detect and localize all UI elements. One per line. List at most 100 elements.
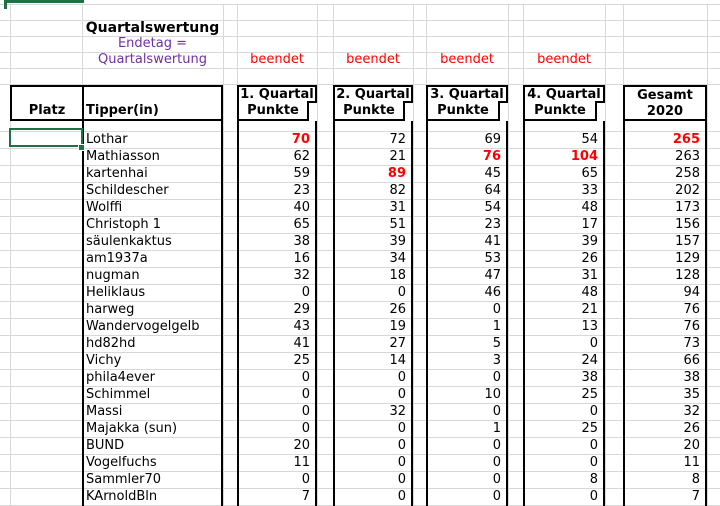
q4-points-cell[interactable]: 104 [570,149,598,164]
q1-points-cell[interactable]: 43 [293,319,310,334]
tipper-name-cell[interactable]: KArnoldBln [86,489,158,504]
status-q2[interactable]: beendet [346,52,400,67]
q3-points-cell[interactable]: 0 [492,489,501,504]
q4-points-cell[interactable]: 25 [581,421,598,436]
q3-points-cell[interactable]: 0 [492,455,501,470]
tipper-name-cell[interactable]: Mathiasson [86,149,160,164]
q1-points-cell[interactable]: 0 [301,387,310,402]
tipper-name-cell[interactable]: Sammler70 [86,472,162,487]
total-points-cell[interactable]: 73 [683,336,700,351]
tipper-name-cell[interactable]: am1937a [86,251,148,266]
q1-points-cell[interactable]: 41 [293,336,310,351]
q2-points-cell[interactable]: 0 [397,472,406,487]
q2-points-cell[interactable]: 31 [389,200,406,215]
q4-points-cell[interactable]: 0 [589,489,598,504]
total-points-cell[interactable]: 35 [683,387,700,402]
q1-points-cell[interactable]: 0 [301,285,310,300]
total-points-cell[interactable]: 129 [675,251,700,266]
status-q1[interactable]: beendet [250,52,304,67]
total-points-cell[interactable]: 26 [683,421,700,436]
tipper-name-cell[interactable]: säulenkaktus [86,234,172,249]
q3-points-cell[interactable]: 64 [484,183,501,198]
q1-points-cell[interactable]: 23 [293,183,310,198]
q1-points-cell[interactable]: 70 [291,132,310,147]
q2-points-cell[interactable]: 32 [389,404,406,419]
total-points-cell[interactable]: 265 [672,132,700,147]
q4-points-cell[interactable]: 0 [589,455,598,470]
total-points-cell[interactable]: 11 [683,455,700,470]
q3-points-cell[interactable]: 45 [484,166,501,181]
q3-points-cell[interactable]: 1 [492,421,501,436]
q1-points-cell[interactable]: 11 [293,455,310,470]
tipper-name-cell[interactable]: Schildescher [86,183,169,198]
q2-points-cell[interactable]: 18 [389,268,406,283]
q4-points-cell[interactable]: 54 [581,132,598,147]
q1-points-cell[interactable]: 40 [293,200,310,215]
total-points-cell[interactable]: 32 [683,404,700,419]
q2-points-cell[interactable]: 39 [389,234,406,249]
q4-header-box[interactable]: 4. Quartal Punkte [523,85,605,121]
q4-points-cell[interactable]: 8 [589,472,598,487]
tipper-name-cell[interactable]: Majakka (sun) [86,421,178,436]
total-points-cell[interactable]: 202 [675,183,700,198]
tipper-name-cell[interactable]: Vichy [86,353,122,368]
q4-points-cell[interactable]: 25 [581,387,598,402]
q4-points-cell[interactable]: 33 [581,183,598,198]
total-points-cell[interactable]: 20 [683,438,700,453]
total-points-cell[interactable]: 8 [691,472,700,487]
q1-points-cell[interactable]: 25 [293,353,310,368]
status-q3[interactable]: beendet [440,52,494,67]
q2-points-cell[interactable]: 0 [397,455,406,470]
q3-points-cell[interactable]: 5 [492,336,501,351]
q3-points-cell[interactable]: 0 [492,472,501,487]
q2-points-cell[interactable]: 72 [389,132,406,147]
q4-points-cell[interactable]: 65 [581,166,598,181]
q4-points-cell[interactable]: 48 [581,285,598,300]
total-points-cell[interactable]: 76 [683,302,700,317]
q1-points-cell[interactable]: 62 [293,149,310,164]
q2-points-cell[interactable]: 26 [389,302,406,317]
tipper-name-cell[interactable]: Vogelfuchs [86,455,157,470]
q1-points-cell[interactable]: 20 [293,438,310,453]
q3-points-cell[interactable]: 53 [484,251,501,266]
q4-points-cell[interactable]: 26 [581,251,598,266]
q3-points-cell[interactable]: 76 [482,149,501,164]
q2-points-cell[interactable]: 34 [389,251,406,266]
total-header-box[interactable]: Gesamt 2020 [623,85,707,121]
q1-points-cell[interactable]: 59 [293,166,310,181]
total-points-cell[interactable]: 128 [675,268,700,283]
total-points-cell[interactable]: 66 [683,353,700,368]
q2-points-cell[interactable]: 14 [389,353,406,368]
tipper-name-cell[interactable]: Massi [86,404,123,419]
tipper-name-cell[interactable]: kartenhai [86,166,148,181]
q2-points-cell[interactable]: 21 [389,149,406,164]
q1-points-cell[interactable]: 0 [301,370,310,385]
q2-points-cell[interactable]: 19 [389,319,406,334]
sheet-title[interactable]: Quartalswertung [85,20,220,36]
q1-header-box[interactable]: 1. Quartal Punkte [237,85,317,121]
total-points-cell[interactable]: 38 [683,370,700,385]
q4-points-cell[interactable]: 0 [589,336,598,351]
q3-points-cell[interactable]: 54 [484,200,501,215]
tipper-name-cell[interactable]: Heliklaus [86,285,146,300]
tipper-name-cell[interactable]: Schimmel [86,387,151,402]
q2-points-cell[interactable]: 89 [387,166,406,181]
q3-points-cell[interactable]: 23 [484,217,501,232]
q3-points-cell[interactable]: 47 [484,268,501,283]
tipper-name-cell[interactable]: Christoph 1 [86,217,161,232]
q4-points-cell[interactable]: 0 [589,438,598,453]
q1-points-cell[interactable]: 38 [293,234,310,249]
tipper-name-cell[interactable]: harweg [86,302,135,317]
q4-points-cell[interactable]: 31 [581,268,598,283]
q1-points-cell[interactable]: 7 [301,489,310,504]
q3-points-cell[interactable]: 0 [492,302,501,317]
q2-points-cell[interactable]: 0 [397,489,406,504]
total-points-cell[interactable]: 258 [675,166,700,181]
q3-points-cell[interactable]: 41 [484,234,501,249]
q4-points-cell[interactable]: 17 [581,217,598,232]
q1-points-cell[interactable]: 16 [293,251,310,266]
tipper-header[interactable]: Tipper(in) [86,103,159,118]
q2-points-cell[interactable]: 0 [397,421,406,436]
total-points-cell[interactable]: 263 [675,149,700,164]
subtitle-line1[interactable]: Endetag = [117,36,188,51]
